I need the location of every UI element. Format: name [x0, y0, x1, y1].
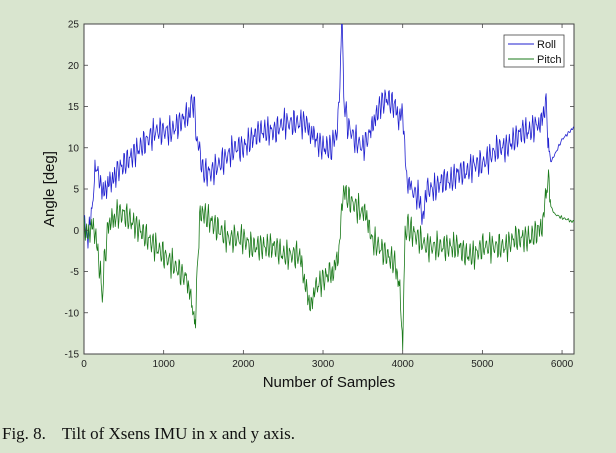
- x-tick-label: 2000: [232, 359, 255, 370]
- y-tick-label: 20: [68, 61, 80, 72]
- y-tick-label: 0: [73, 226, 79, 237]
- legend-pitch-label: Pitch: [537, 54, 561, 66]
- y-tick-label: -15: [65, 350, 80, 361]
- x-axis-label: Number of Samples: [263, 374, 396, 391]
- y-tick-label: -10: [65, 308, 80, 319]
- legend-box: [503, 34, 565, 68]
- y-tick-label: 25: [68, 20, 80, 31]
- y-axis-label: Angle [deg]: [41, 151, 58, 227]
- series-line-pitch: [84, 169, 574, 351]
- series-layer: [84, 24, 574, 351]
- x-tick-label: 5000: [471, 359, 494, 370]
- x-tick-label: 4000: [392, 359, 415, 370]
- x-tick-label: 6000: [551, 359, 574, 370]
- y-tick-label: -5: [70, 267, 79, 278]
- figure-caption: Fig. 8. Tilt of Xsens IMU in x and y axi…: [2, 424, 295, 444]
- series-line-roll: [84, 24, 574, 249]
- x-tick-label: 0: [81, 359, 87, 370]
- x-tick-label: 3000: [312, 359, 335, 370]
- caption-number: Fig. 8.: [2, 424, 46, 443]
- x-tick-label: 1000: [153, 359, 176, 370]
- plot-area: [83, 23, 575, 355]
- tick-layer: 0 1000 2000 3000 4000 5000 6000 -15 -10 -5 0 5 10 15 2…: [65, 20, 574, 370]
- y-tick-label: 5: [73, 185, 79, 196]
- legend: Roll Pitch: [503, 34, 565, 68]
- legend-roll-label: Roll: [537, 39, 556, 51]
- y-tick-label: 10: [68, 143, 80, 154]
- y-tick-label: 15: [68, 102, 80, 113]
- caption-text: Tilt of Xsens IMU in x and y axis.: [61, 424, 296, 443]
